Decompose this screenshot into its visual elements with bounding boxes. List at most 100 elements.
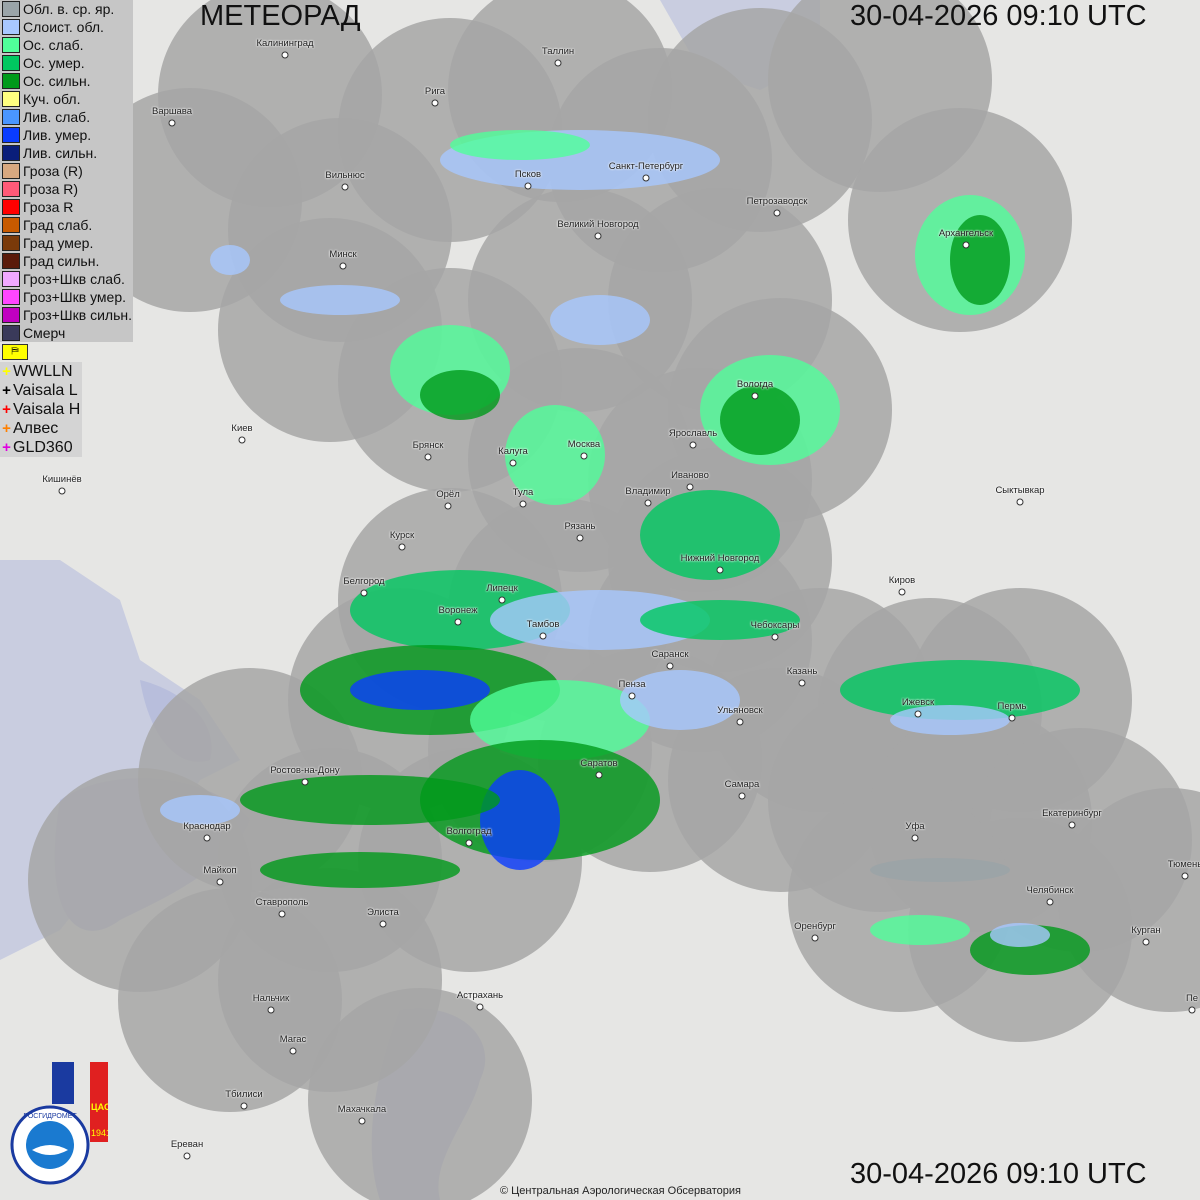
city-marker: [398, 543, 406, 551]
city-label: Чебоксары: [750, 620, 800, 631]
legend-item: Слоист. обл.: [0, 18, 133, 36]
precipitation-area: [870, 915, 970, 945]
city-marker: [444, 502, 452, 510]
precipitation-area: [840, 660, 1080, 720]
precipitation-area: [470, 680, 650, 760]
legend-item: Гроз+Шкв слаб.: [0, 270, 133, 288]
city-label: Орёл: [436, 489, 460, 500]
precipitation-area: [620, 670, 740, 730]
precipitation-area: [990, 923, 1050, 947]
timestamp-bottom: 30-04-2026 09:10 UTC: [850, 1158, 1147, 1190]
legend-swatch: [2, 217, 20, 233]
city-marker: [689, 441, 697, 449]
city-marker: [498, 596, 506, 604]
city-label: Самара: [724, 779, 760, 790]
precipitation-area: [450, 130, 590, 160]
city-label: Магас: [279, 1034, 307, 1045]
city-label: Минск: [329, 249, 357, 260]
city-label: Тамбов: [526, 619, 560, 630]
city-marker: [339, 262, 347, 270]
lightning-legend-label: Алвес: [13, 419, 59, 437]
legend-swatch: [2, 91, 20, 107]
city-marker: [58, 487, 66, 495]
city-marker: [1142, 938, 1150, 946]
city-label: Белгород: [343, 576, 385, 587]
legend-item: Гроз+Шкв сильн.: [0, 306, 133, 324]
city-label: Архангельск: [938, 228, 994, 239]
legend-swatch: [2, 163, 20, 179]
city-label: Нижний Новгород: [680, 553, 760, 564]
city-label: Калининград: [256, 38, 314, 49]
city-label: Оренбург: [794, 921, 836, 932]
precipitation-area: [240, 775, 500, 825]
city-label: Тула: [512, 487, 534, 498]
city-marker: [580, 452, 588, 460]
city-label: Кишинёв: [42, 474, 82, 485]
city-label: Липецк: [486, 583, 518, 594]
city-marker: [203, 834, 211, 842]
legend-swatch: [2, 181, 20, 197]
legend-label: Гроз+Шкв умер.: [23, 289, 127, 305]
city-marker: [738, 792, 746, 800]
city-marker: [628, 692, 636, 700]
copyright: © Центральная Аэрологическая Обсерватори…: [500, 1185, 741, 1197]
legend-label: Град слаб.: [23, 217, 93, 233]
svg-text:ЦАО: ЦАО: [91, 1102, 108, 1112]
city-marker: [267, 1006, 275, 1014]
city-label: Курган: [1131, 925, 1161, 936]
radar-coverage-circle: [138, 668, 362, 892]
lightning-legend-item: + Vaisala H: [0, 400, 82, 419]
city-label: Брянск: [412, 440, 444, 451]
city-label: Петрозаводск: [746, 196, 808, 207]
city-label: Ульяновск: [717, 705, 763, 716]
city-marker: [1188, 1006, 1196, 1014]
legend-swatch: [2, 1, 20, 17]
city-label: Майкоп: [203, 865, 237, 876]
legend-label: Лив. слаб.: [23, 109, 91, 125]
city-marker: [771, 633, 779, 641]
legend-swatch: [2, 127, 20, 143]
legend-label: Гроз+Шкв слаб.: [23, 271, 125, 287]
legend-item: Ос. слаб.: [0, 36, 133, 54]
city-label: Пенза: [618, 679, 646, 690]
city-marker: [914, 710, 922, 718]
lightning-legend-label: WWLLN: [13, 362, 73, 380]
svg-text:1941: 1941: [91, 1128, 108, 1138]
legend-item: Гроза (R): [0, 162, 133, 180]
city-label: Волгоград: [446, 826, 492, 837]
flag-icon[interactable]: ⛿: [2, 344, 28, 360]
city-label: Киров: [888, 575, 916, 586]
city-label: Таллин: [541, 46, 575, 57]
city-marker: [962, 241, 970, 249]
city-label: Москва: [567, 439, 601, 450]
legend-label: Град умер.: [23, 235, 94, 251]
city-label: Ижевск: [901, 697, 935, 708]
legend-item: Град слаб.: [0, 216, 133, 234]
legend-item: Гроза R: [0, 198, 133, 216]
radar-coverage-circle: [118, 888, 342, 1112]
precipitation-area: [870, 858, 1010, 882]
city-marker: [240, 1102, 248, 1110]
legend-label: Лив. сильн.: [23, 145, 98, 161]
city-marker: [539, 632, 547, 640]
precipitation-area: [720, 385, 800, 455]
lightning-cross-icon: +: [2, 420, 11, 437]
city-marker: [595, 771, 603, 779]
city-marker: [289, 1047, 297, 1055]
city-marker: [431, 99, 439, 107]
city-marker: [1008, 714, 1016, 722]
city-marker: [454, 618, 462, 626]
city-marker: [798, 679, 806, 687]
city-label: Калуга: [498, 446, 528, 457]
city-label: Ереван: [170, 1139, 204, 1150]
legend-label: Ос. умер.: [23, 55, 85, 71]
city-marker: [773, 209, 781, 217]
city-marker: [168, 119, 176, 127]
lightning-legend-label: GLD360: [13, 438, 73, 456]
city-label: Нальчик: [252, 993, 290, 1004]
city-label: Краснодар: [183, 821, 231, 832]
city-marker: [524, 182, 532, 190]
legend-label: Обл. в. ср. яр.: [23, 1, 115, 17]
city-marker: [360, 589, 368, 597]
